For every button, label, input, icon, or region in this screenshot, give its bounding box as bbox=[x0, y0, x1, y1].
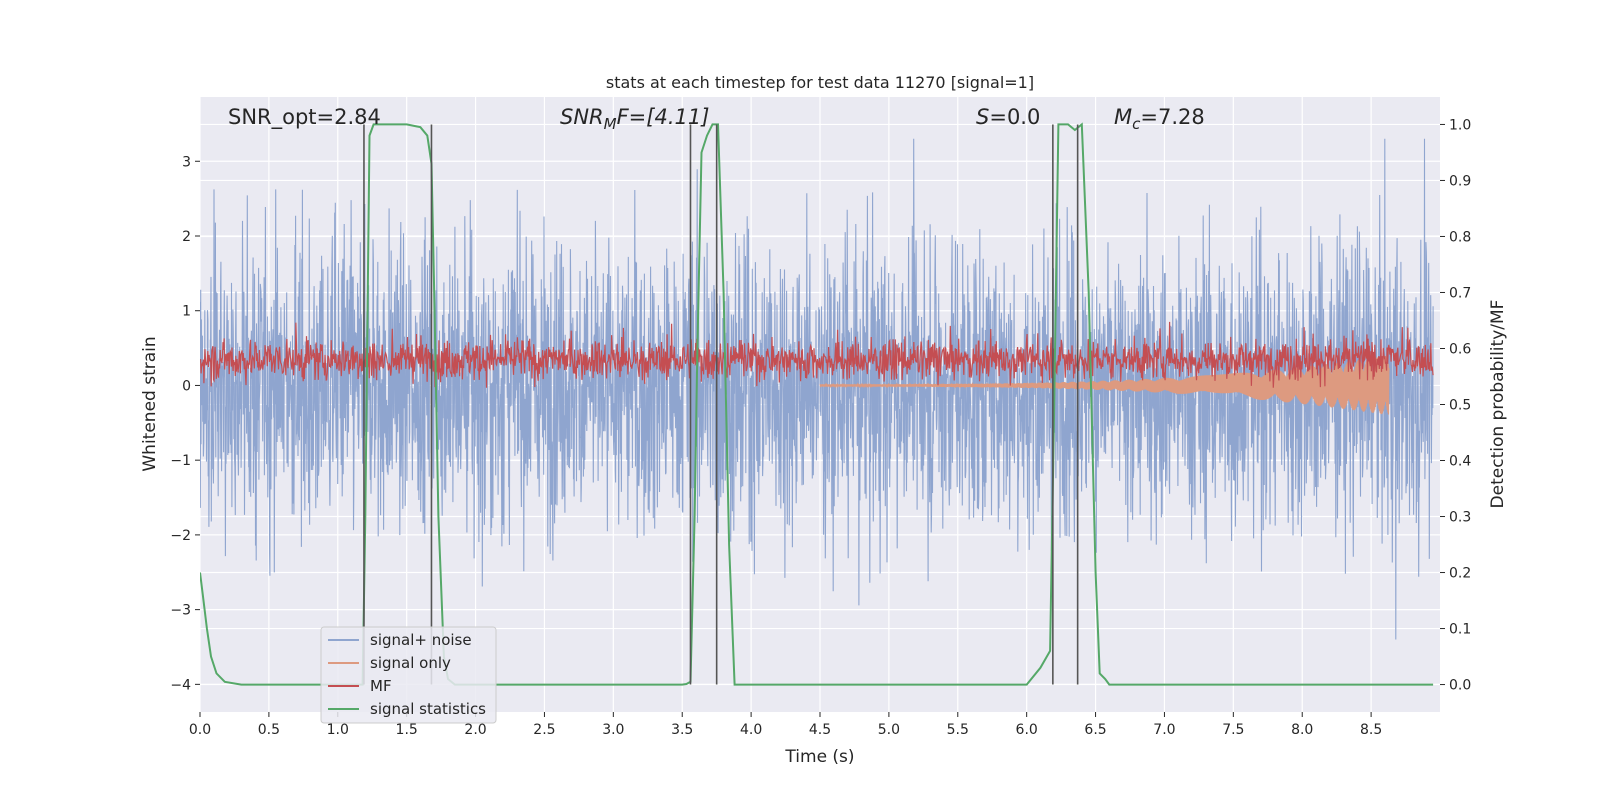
annotation-s-val: =0.0 bbox=[989, 105, 1040, 129]
vertical-lines bbox=[363, 124, 1079, 685]
y-right-tick-label: 0.7 bbox=[1449, 285, 1471, 301]
annotation-mc: Mc=7.28 bbox=[1114, 105, 1205, 133]
x-tick-label: 3.0 bbox=[602, 722, 624, 738]
x-tick-label: 3.5 bbox=[671, 722, 693, 738]
y-right-tick-label: 0.9 bbox=[1449, 173, 1471, 189]
legend-label-signal-noise: signal+ noise bbox=[370, 631, 472, 649]
annotation-snr-mf-base: SNR bbox=[560, 105, 604, 129]
x-axis-label: Time (s) bbox=[784, 747, 854, 767]
y-right-tick-label: 0.4 bbox=[1449, 454, 1471, 470]
y-right-tick-label: 0.5 bbox=[1449, 398, 1471, 414]
y-left-ticks: −4 −3 −2 −1 0 1 2 3 bbox=[170, 154, 200, 693]
y-right-tick-label: 0.2 bbox=[1449, 566, 1471, 582]
legend-box bbox=[320, 626, 497, 724]
y-right-tick-label: 1.0 bbox=[1449, 117, 1471, 133]
x-tick-label: 5.0 bbox=[878, 722, 900, 738]
annotation-snr-mf-sub: M bbox=[604, 115, 617, 133]
legend-label-mf: MF bbox=[370, 677, 392, 695]
y-left-tick-label: 0 bbox=[182, 378, 191, 394]
y-left-axis-label: Whitened strain bbox=[140, 336, 160, 471]
x-tick-label: 1.5 bbox=[396, 722, 418, 738]
x-tick-label: 0.5 bbox=[258, 722, 280, 738]
legend-item-signal-noise: signal+ noise bbox=[328, 631, 472, 649]
series-signal-noise bbox=[200, 138, 1434, 640]
annotation-snr-mf: SNRMF=[4.11] bbox=[560, 105, 709, 133]
y-right-tick-label: 0.6 bbox=[1449, 341, 1471, 357]
x-tick-label: 8.0 bbox=[1291, 722, 1313, 738]
x-tick-label: 0.0 bbox=[189, 722, 211, 738]
annotations: SNR_opt=2.84 SNRMF=[4.11] S=0.0 Mc=7.28 bbox=[228, 105, 1205, 133]
legend-item-mf: MF bbox=[328, 677, 392, 695]
y-right-tick-label: 0.1 bbox=[1449, 622, 1471, 638]
y-right-tick-label: 0.3 bbox=[1449, 510, 1471, 526]
annotation-mc-base: M bbox=[1114, 105, 1132, 129]
x-tick-label: 5.5 bbox=[947, 722, 969, 738]
y-left-tick-label: −3 bbox=[170, 603, 191, 619]
x-tick-label: 7.0 bbox=[1153, 722, 1175, 738]
legend-label-signal-only: signal only bbox=[370, 654, 451, 672]
y-left-tick-label: 1 bbox=[182, 304, 191, 320]
annotation-snr-opt-text: SNR_opt=2.84 bbox=[228, 105, 381, 130]
annotation-snr-opt: SNR_opt=2.84 bbox=[228, 105, 381, 130]
legend-label-signal-statistics: signal statistics bbox=[370, 700, 486, 718]
x-tick-label: 4.5 bbox=[809, 722, 831, 738]
y-left-tick-label: 3 bbox=[182, 154, 191, 170]
x-ticks: 0.0 0.5 1.0 1.5 2.0 2.5 3.0 3.5 4.0 4.5 5.0 5.5 6.0 6… bbox=[189, 712, 1382, 738]
y-left-tick-label: 2 bbox=[182, 229, 191, 245]
x-tick-label: 2.0 bbox=[464, 722, 486, 738]
legend-item-signal-only: signal only bbox=[328, 654, 451, 672]
legend-item-signal-statistics: signal statistics bbox=[328, 700, 486, 718]
y-left-tick-label: −1 bbox=[170, 453, 191, 469]
x-tick-label: 8.5 bbox=[1360, 722, 1382, 738]
legend: signal+ noise signal only MF signal stat… bbox=[320, 626, 497, 724]
y-left-tick-label: −4 bbox=[170, 677, 191, 693]
y-right-axis-label: Detection probability/MF bbox=[1488, 300, 1508, 509]
y-right-ticks: 0.0 0.1 0.2 0.3 0.4 0.5 0.6 0.7 0.8 0.9 1.0 bbox=[1440, 117, 1471, 694]
series-mf bbox=[200, 321, 1434, 388]
annotation-s: S=0.0 bbox=[976, 105, 1040, 129]
chart-title: stats at each timestep for test data 112… bbox=[606, 73, 1034, 92]
series-signal-only bbox=[819, 356, 1390, 415]
y-right-tick-label: 0.0 bbox=[1449, 678, 1471, 694]
x-tick-label: 1.0 bbox=[327, 722, 349, 738]
annotation-s-var: S bbox=[976, 105, 989, 129]
annotation-mc-val: =7.28 bbox=[1140, 105, 1204, 129]
x-tick-label: 2.5 bbox=[533, 722, 555, 738]
y-left-tick-label: −2 bbox=[170, 528, 191, 544]
y-right-tick-label: 0.8 bbox=[1449, 229, 1471, 245]
annotation-mc-sub: c bbox=[1132, 115, 1141, 133]
x-tick-label: 6.5 bbox=[1084, 722, 1106, 738]
annotation-snr-mf-tail: F=[4.11] bbox=[617, 105, 710, 129]
x-tick-label: 7.5 bbox=[1222, 722, 1244, 738]
x-tick-label: 4.0 bbox=[740, 722, 762, 738]
x-tick-label: 6.0 bbox=[1016, 722, 1038, 738]
